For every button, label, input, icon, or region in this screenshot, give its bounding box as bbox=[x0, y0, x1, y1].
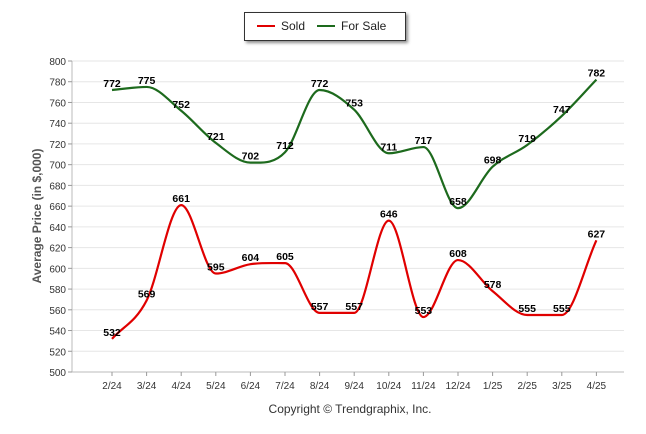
data-label-for-sale-13: 747 bbox=[553, 104, 571, 116]
y-tick-label-680: 680 bbox=[49, 181, 66, 192]
series-line-sold bbox=[111, 204, 598, 340]
x-tick-label-5: 7/24 bbox=[275, 381, 295, 392]
series-line-for-sale bbox=[111, 78, 598, 210]
y-tick-label-660: 660 bbox=[49, 202, 66, 213]
data-label-sold-4: 604 bbox=[242, 252, 260, 264]
y-tick-label-620: 620 bbox=[49, 244, 66, 255]
y-axis-label: Average Price (in $,000) bbox=[30, 149, 44, 284]
grid-lines bbox=[71, 60, 624, 373]
series-lines bbox=[111, 78, 598, 340]
data-labels: 532 569 661 595 604 605 557 557 646 553 608 578 555 5… bbox=[103, 68, 605, 339]
legend-label-sold: Sold bbox=[281, 19, 306, 33]
legend-swatch-sold bbox=[257, 25, 275, 27]
data-label-sold-1: 569 bbox=[138, 288, 156, 300]
x-tick-label-8: 10/24 bbox=[376, 381, 401, 392]
x-tick-label-9: 11/24 bbox=[411, 381, 436, 392]
data-label-sold-10: 608 bbox=[449, 248, 467, 260]
legend-item-sold: Sold bbox=[257, 18, 305, 34]
x-axis-ticks: 2/24 3/24 4/24 5/24 6/24 7/24 8/24 9/24 10/24 11/… bbox=[102, 372, 607, 392]
x-tick-label-0: 2/24 bbox=[102, 381, 122, 392]
x-tick-label-10: 12/24 bbox=[445, 381, 470, 392]
y-tick-label-740: 740 bbox=[49, 119, 66, 130]
data-label-sold-11: 578 bbox=[484, 279, 502, 291]
data-label-for-sale-14: 782 bbox=[588, 68, 606, 80]
data-label-sold-13: 555 bbox=[553, 303, 571, 315]
data-label-sold-7: 557 bbox=[345, 301, 363, 313]
y-tick-label-520: 520 bbox=[49, 347, 66, 358]
data-label-sold-8: 646 bbox=[380, 209, 398, 221]
data-label-sold-14: 627 bbox=[588, 228, 606, 240]
data-label-sold-5: 605 bbox=[276, 251, 294, 263]
x-tick-label-7: 9/24 bbox=[344, 381, 364, 392]
y-tick-label-780: 780 bbox=[49, 78, 66, 89]
x-tick-label-12: 2/25 bbox=[517, 381, 537, 392]
x-tick-label-6: 8/24 bbox=[310, 381, 330, 392]
data-label-for-sale-2: 752 bbox=[172, 99, 190, 111]
data-label-for-sale-7: 753 bbox=[345, 98, 363, 110]
data-label-sold-0: 532 bbox=[103, 327, 121, 339]
data-label-sold-3: 595 bbox=[207, 262, 225, 274]
data-label-for-sale-1: 775 bbox=[138, 75, 156, 87]
data-label-for-sale-5: 712 bbox=[276, 140, 294, 152]
legend-label-for-sale: For Sale bbox=[341, 19, 387, 33]
legend: Sold For Sale bbox=[244, 12, 406, 41]
y-tick-label-760: 760 bbox=[49, 98, 66, 109]
y-tick-label-540: 540 bbox=[49, 327, 66, 338]
y-tick-label-600: 600 bbox=[49, 264, 66, 275]
data-label-for-sale-12: 719 bbox=[518, 133, 536, 145]
x-tick-label-4: 6/24 bbox=[241, 381, 261, 392]
data-label-for-sale-8: 711 bbox=[380, 141, 397, 153]
data-label-sold-6: 557 bbox=[311, 301, 329, 313]
data-label-for-sale-9: 717 bbox=[415, 135, 433, 147]
y-tick-label-800: 800 bbox=[49, 57, 66, 68]
x-tick-label-2: 4/24 bbox=[171, 381, 191, 392]
x-tick-label-1: 3/24 bbox=[137, 381, 157, 392]
y-axis-ticks: 500 520 540 560 580 600 620 640 660 680 700 720 740 7… bbox=[49, 57, 72, 379]
y-tick-label-500: 500 bbox=[49, 368, 66, 379]
x-tick-label-3: 5/24 bbox=[206, 381, 226, 392]
data-label-for-sale-6: 772 bbox=[311, 78, 329, 90]
data-label-for-sale-10: 658 bbox=[449, 196, 467, 208]
y-tick-label-580: 580 bbox=[49, 285, 66, 296]
y-tick-label-560: 560 bbox=[49, 306, 66, 317]
data-label-for-sale-4: 702 bbox=[242, 151, 260, 163]
x-tick-label-11: 1/25 bbox=[483, 381, 503, 392]
y-tick-label-640: 640 bbox=[49, 223, 66, 234]
data-label-for-sale-11: 698 bbox=[484, 155, 502, 167]
y-tick-label-720: 720 bbox=[49, 140, 66, 151]
x-tick-label-13: 3/25 bbox=[552, 381, 572, 392]
data-label-for-sale-0: 772 bbox=[103, 78, 121, 90]
copyright-text: Copyright © Trendgraphix, Inc. bbox=[269, 402, 432, 416]
legend-swatch-for-sale bbox=[317, 25, 335, 27]
x-tick-label-14: 4/25 bbox=[587, 381, 607, 392]
data-label-for-sale-3: 721 bbox=[207, 131, 225, 143]
data-label-sold-9: 553 bbox=[415, 305, 433, 317]
data-label-sold-12: 555 bbox=[518, 303, 536, 315]
data-label-sold-2: 661 bbox=[172, 193, 190, 205]
legend-item-for-sale: For Sale bbox=[317, 18, 386, 34]
y-tick-label-700: 700 bbox=[49, 161, 66, 172]
